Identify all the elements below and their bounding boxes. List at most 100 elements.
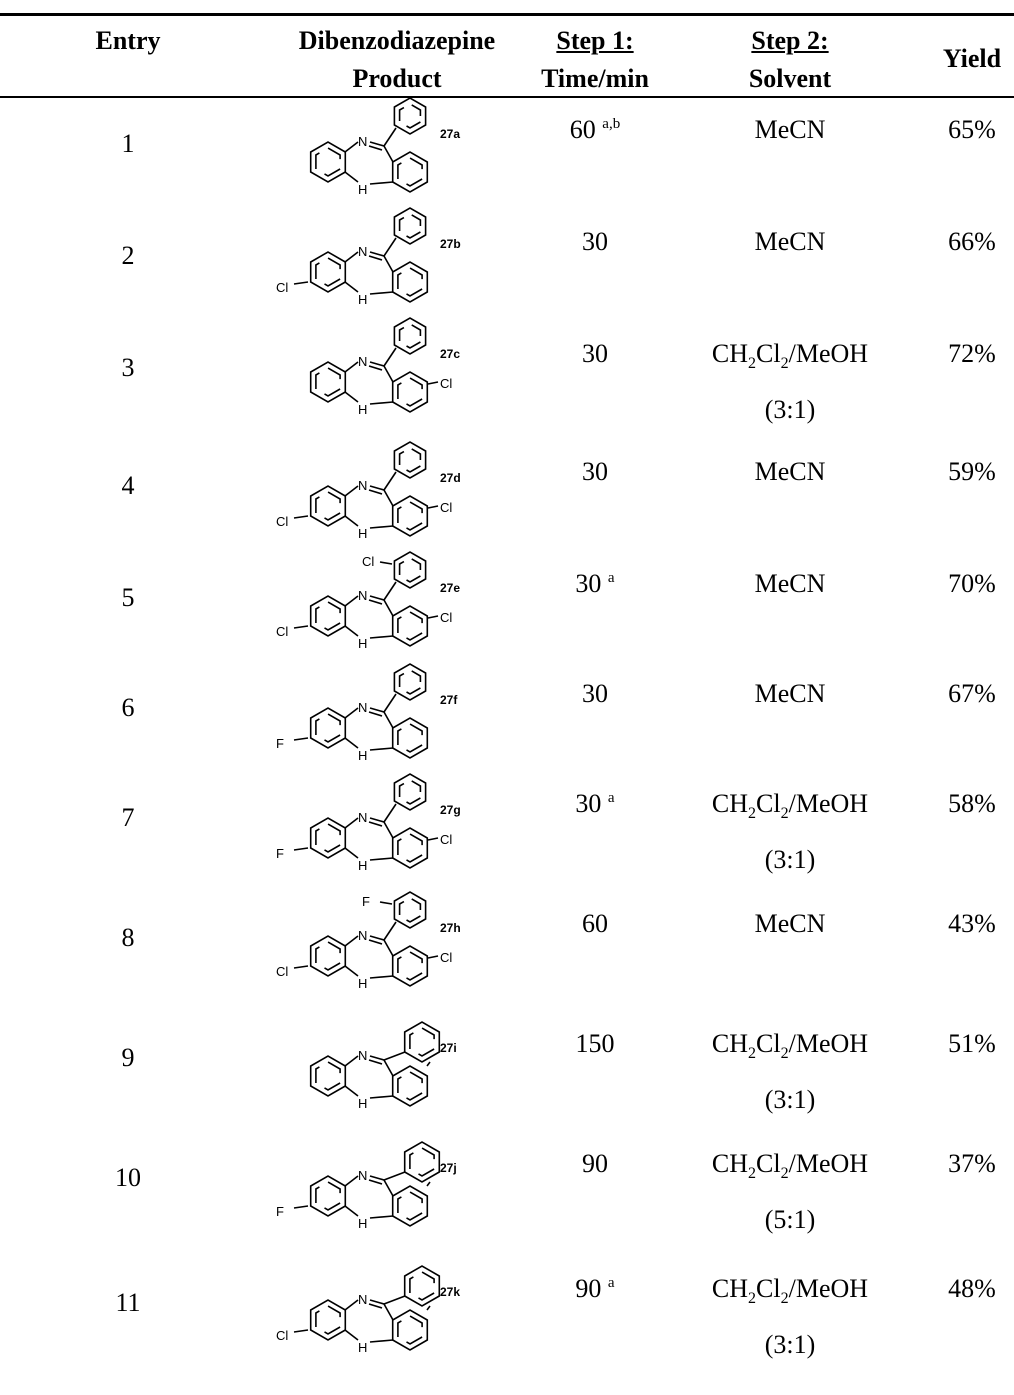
- bond-c-ring: [383, 489, 394, 507]
- right-ring-inner: [397, 833, 423, 863]
- solvent-cell: CH2Cl2/MeOH (3:1): [680, 1261, 900, 1373]
- structure-27j: N H F 27j: [276, 1141, 457, 1231]
- right-substituent-label: Cl: [440, 832, 452, 847]
- entry-cell: 10: [115, 1163, 141, 1192]
- solvent-ratio: (3:1): [764, 395, 816, 424]
- time-cell: 30 a: [530, 776, 660, 832]
- structure-27i: N H 27i: [309, 1021, 457, 1111]
- compound-label: 27b: [440, 237, 461, 251]
- yield-cell: 37%: [948, 1149, 996, 1178]
- bond-c-ring: [383, 365, 394, 383]
- nh-atom-label: H: [358, 292, 367, 307]
- left-ring-inner: [315, 601, 341, 631]
- top-phenyl-inner: [398, 779, 422, 805]
- header-step2-line2: Solvent: [748, 64, 832, 93]
- header-step2: Step 2: Solvent: [690, 22, 890, 102]
- left-substituent-label: F: [276, 846, 284, 861]
- solvent-cell: MeCN: [680, 556, 900, 612]
- left-substituent-label: Cl: [276, 514, 288, 529]
- bond-n-c-double: [368, 489, 383, 495]
- solvent-cell: CH2Cl2/MeOH (3:1): [680, 326, 900, 438]
- bond-c-ring: [383, 1059, 394, 1077]
- left-ring-inner: [315, 941, 341, 971]
- header-product-line2: Product: [352, 64, 442, 93]
- solvent-cell: CH2Cl2/MeOH (3:1): [680, 1016, 900, 1128]
- solvent-cell: MeCN: [680, 102, 900, 158]
- product-structure: N H F Cl 27g: [272, 773, 522, 893]
- top-phenyl-ring: [393, 551, 427, 589]
- structure-27h: N H Cl Cl F 27h: [276, 891, 461, 991]
- nh-atom-label: H: [358, 1096, 367, 1111]
- header-step1: Step 1: Time/min: [525, 22, 665, 102]
- solvent-name: MeCN: [754, 909, 826, 938]
- bond-c-n: [344, 1055, 359, 1067]
- bond-phenyl: [383, 921, 397, 941]
- solvent-cell: MeCN: [680, 666, 900, 722]
- structure-27k: N H Cl 27k: [276, 1265, 460, 1355]
- n-atom-label: N: [358, 244, 367, 259]
- bond-c-n: [344, 1299, 359, 1311]
- top-rule: [0, 13, 1014, 16]
- bond-n-c: [369, 485, 385, 491]
- left-ring-inner: [315, 147, 341, 177]
- bond-fluorenyl: [383, 1295, 406, 1305]
- time-cell: 90: [530, 1136, 660, 1192]
- bond-n-c: [369, 1299, 385, 1305]
- bond-c-n: [344, 141, 359, 153]
- top-substituent-label: Cl: [362, 554, 374, 569]
- yield-cell: 72%: [948, 339, 996, 368]
- top-phenyl-ring: [393, 207, 427, 245]
- bond-n-c-double: [368, 1303, 383, 1309]
- bond-c-ring: [383, 1179, 394, 1197]
- bond-n-c: [369, 141, 385, 147]
- right-substituent-label: Cl: [440, 950, 452, 965]
- time-value: 30: [575, 789, 602, 818]
- left-ring-inner: [315, 713, 341, 743]
- bond-fluorenyl-2: [426, 1061, 431, 1067]
- top-phenyl-ring: [393, 441, 427, 479]
- entry-cell: 2: [121, 241, 135, 270]
- nh-atom-label: H: [358, 402, 367, 417]
- fused-ring: [403, 1141, 441, 1183]
- bond-n-c-double: [368, 1059, 383, 1065]
- bond-fluorenyl-2: [426, 1305, 431, 1311]
- right-ring-inner: [397, 377, 423, 407]
- n-atom-label: N: [358, 700, 367, 715]
- bond-fluorenyl: [383, 1171, 406, 1181]
- bond-phenyl: [383, 693, 397, 713]
- structure-27d: N H Cl Cl 27d: [276, 441, 461, 541]
- bond-c-ring: [383, 255, 394, 273]
- header-rule: [0, 96, 1014, 98]
- left-ring-inner: [315, 1061, 341, 1091]
- left-substituent-label: Cl: [276, 1328, 288, 1343]
- bond-c-n: [344, 817, 359, 829]
- bond-c-ring: [383, 711, 394, 729]
- product-structure: N H Cl Cl Cl 27e: [272, 551, 522, 671]
- bond-phenyl: [383, 127, 397, 147]
- bond-n-c-double: [368, 145, 383, 151]
- compound-label: 27c: [440, 347, 460, 361]
- time-value: 90: [575, 1274, 602, 1303]
- bond-nh-ring: [369, 857, 394, 861]
- bond-c-n: [344, 251, 359, 263]
- bond-c-nh: [344, 515, 359, 527]
- nh-atom-label: H: [358, 976, 367, 991]
- solvent-ratio: (5:1): [764, 1205, 816, 1234]
- time-cell: 30: [530, 444, 660, 500]
- solvent-cell: MeCN: [680, 896, 900, 952]
- bond-n-c-double: [368, 1179, 383, 1185]
- bond-c-n: [344, 707, 359, 719]
- bond-phenyl: [383, 471, 397, 491]
- bond-n-c-double: [368, 939, 383, 945]
- left-ring-inner: [315, 367, 341, 397]
- left-substituent-label: F: [276, 736, 284, 751]
- structure-27g: N H F Cl 27g: [276, 773, 461, 873]
- left-substituent-label: Cl: [276, 964, 288, 979]
- top-substituent-label: F: [362, 894, 370, 909]
- bond-n-c: [369, 817, 385, 823]
- compound-label: 27d: [440, 471, 461, 485]
- time-footnote: a: [607, 790, 615, 806]
- product-structure: N H F 27f: [272, 663, 522, 783]
- right-ring-inner: [397, 267, 423, 297]
- bond-n-c: [369, 1175, 385, 1181]
